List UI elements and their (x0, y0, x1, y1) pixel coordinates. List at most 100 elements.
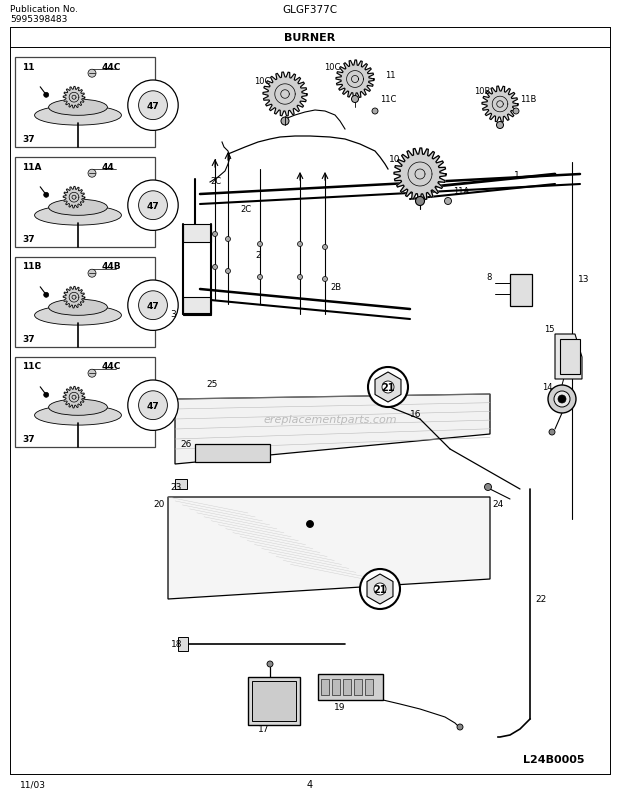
Circle shape (257, 242, 262, 247)
Bar (321, 679, 329, 695)
Polygon shape (63, 87, 85, 109)
Bar (183, 225, 211, 243)
Ellipse shape (48, 100, 107, 116)
Bar (175, 480, 187, 489)
Text: 47: 47 (146, 201, 159, 210)
Text: 22: 22 (535, 595, 546, 604)
Circle shape (306, 520, 314, 528)
Circle shape (88, 269, 96, 277)
Text: 2C: 2C (210, 177, 221, 186)
Text: 11C: 11C (380, 95, 396, 104)
Polygon shape (63, 187, 85, 209)
Ellipse shape (35, 106, 122, 126)
Text: 2: 2 (255, 250, 260, 259)
Circle shape (558, 395, 566, 403)
Text: 44C: 44C (102, 63, 121, 71)
Text: 5995398483: 5995398483 (10, 15, 68, 25)
Bar (183, 298, 211, 316)
Circle shape (374, 583, 386, 595)
Polygon shape (367, 574, 393, 604)
Text: 11B: 11B (520, 95, 536, 104)
Text: 10: 10 (389, 156, 400, 164)
Text: 37: 37 (22, 335, 35, 344)
Text: 14: 14 (542, 383, 553, 392)
Circle shape (352, 96, 358, 103)
Text: 44C: 44C (102, 362, 121, 371)
Bar (15, 358, 155, 448)
Text: 18: 18 (170, 640, 182, 649)
Bar (354, 679, 362, 695)
Polygon shape (263, 73, 307, 117)
Polygon shape (63, 287, 85, 309)
Bar (15, 158, 155, 248)
Circle shape (43, 393, 49, 398)
Circle shape (267, 661, 273, 667)
Bar (365, 679, 373, 695)
Bar (178, 638, 188, 651)
Text: 21: 21 (373, 585, 387, 594)
Polygon shape (63, 387, 85, 408)
Text: 11C: 11C (22, 362, 41, 371)
Text: 11A: 11A (453, 187, 469, 196)
Circle shape (128, 81, 178, 132)
Circle shape (298, 242, 303, 247)
Circle shape (372, 109, 378, 115)
Text: 20: 20 (154, 500, 165, 508)
Text: 2C: 2C (240, 205, 251, 214)
Text: 44: 44 (102, 162, 115, 172)
Ellipse shape (48, 300, 107, 316)
Circle shape (322, 277, 327, 282)
Bar (248, 677, 300, 725)
Ellipse shape (35, 306, 122, 326)
Text: ereplacementparts.com: ereplacementparts.com (263, 415, 397, 424)
Circle shape (88, 170, 96, 178)
Bar (560, 339, 580, 375)
Ellipse shape (48, 399, 107, 415)
Text: 44B: 44B (102, 262, 122, 271)
Bar (318, 674, 383, 700)
Text: 21: 21 (381, 383, 395, 392)
Text: GLGF377C: GLGF377C (283, 5, 337, 15)
Ellipse shape (35, 406, 122, 426)
Text: 37: 37 (22, 136, 35, 144)
Text: 16: 16 (410, 410, 422, 419)
Text: 3: 3 (170, 310, 176, 319)
Circle shape (139, 192, 167, 221)
Bar (332, 679, 340, 695)
Text: 10B: 10B (474, 87, 490, 96)
Circle shape (549, 429, 555, 435)
Bar (15, 257, 155, 347)
Circle shape (322, 245, 327, 250)
Circle shape (88, 70, 96, 78)
Circle shape (43, 293, 49, 298)
Polygon shape (375, 373, 401, 403)
Circle shape (513, 109, 519, 115)
Circle shape (226, 269, 231, 274)
Text: 8: 8 (487, 273, 492, 282)
Text: 1: 1 (514, 170, 520, 180)
Text: 15: 15 (544, 325, 555, 334)
Circle shape (257, 275, 262, 280)
Text: 2B: 2B (330, 283, 341, 292)
Circle shape (88, 370, 96, 378)
Polygon shape (482, 87, 518, 123)
Text: 23: 23 (170, 483, 182, 492)
Circle shape (368, 367, 408, 407)
Circle shape (554, 391, 570, 407)
Text: 37: 37 (22, 235, 35, 244)
Circle shape (139, 291, 167, 320)
Text: 11: 11 (22, 63, 35, 71)
Circle shape (445, 198, 451, 205)
Text: 10C: 10C (324, 63, 340, 71)
Text: Publication No.: Publication No. (10, 6, 78, 14)
Circle shape (548, 386, 576, 414)
Circle shape (128, 380, 178, 431)
Text: 4: 4 (307, 779, 313, 789)
Text: 47: 47 (146, 302, 159, 310)
Circle shape (43, 193, 49, 198)
Text: 10C: 10C (254, 78, 270, 87)
Ellipse shape (35, 206, 122, 226)
Text: 47: 47 (146, 401, 159, 410)
Text: 11: 11 (385, 71, 396, 79)
Text: 25: 25 (206, 380, 218, 389)
